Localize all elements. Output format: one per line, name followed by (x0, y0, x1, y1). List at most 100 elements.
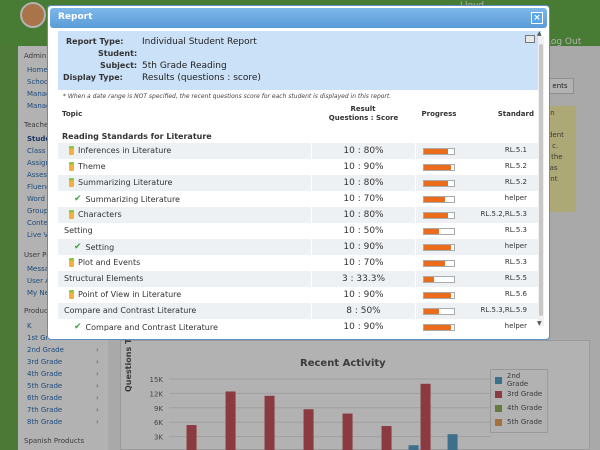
progress-fill (424, 181, 448, 186)
chart-bar[interactable] (303, 409, 314, 450)
progress-fill (424, 245, 451, 250)
table-row[interactable]: Summarizing Literature 10 : 80% RL.5.2 (58, 175, 541, 191)
progress-fill (424, 229, 439, 234)
table-row[interactable]: Compare and Contrast Literature 8 : 50% RL… (58, 303, 541, 319)
sidebar-item[interactable]: Student (27, 135, 59, 143)
topic-label: Inferences in Literature (78, 146, 172, 155)
sidebar-item[interactable]: 3rd Grade (27, 358, 63, 366)
legend-item[interactable]: 5th Grade (495, 415, 543, 429)
sidebar-item[interactable]: 5th Grade (27, 382, 63, 390)
sidebar-item[interactable]: Assign (27, 159, 50, 167)
topic-cell[interactable]: ✔ Setting (74, 242, 114, 252)
header-result-sub: Questions : Score (328, 114, 399, 122)
topic-cell[interactable]: Setting (64, 226, 93, 235)
standard-cell: helper (504, 242, 527, 250)
close-button[interactable]: × (531, 12, 543, 24)
topic-cell[interactable]: Plot and Events (69, 258, 140, 267)
legend-item[interactable]: 4th Grade (495, 401, 543, 415)
progress-fill (424, 309, 439, 314)
sidebar-item[interactable]: Group (27, 207, 49, 215)
progress-bar (423, 148, 455, 155)
sidebar-item[interactable]: 7th Grade (27, 406, 63, 414)
score-cell: 10 : 90% (311, 319, 416, 331)
table-row[interactable]: ✔ Compare and Contrast Literature 10 : 90%… (58, 319, 541, 331)
standard-cell: RL.5.2 (504, 162, 527, 170)
chart-bar[interactable] (342, 413, 353, 450)
legend-swatch (495, 390, 502, 398)
sidebar-section-title: Teacher (24, 121, 52, 129)
topic-label: Plot and Events (78, 258, 141, 267)
topic-cell[interactable]: Characters (69, 210, 122, 219)
dialog-titlebar[interactable]: Report × (50, 8, 547, 28)
topic-label: Structural Elements (64, 274, 144, 283)
chart-legend: 2nd Grade 3rd Grade 4th Grade 5th Grade (490, 369, 548, 433)
chart-title: Recent Activity (300, 358, 386, 369)
sidebar-item[interactable]: Fluency (27, 183, 55, 191)
scroll-down-arrow-icon[interactable]: ▼ (537, 320, 542, 327)
sidebar-item[interactable]: User A (27, 277, 50, 285)
topic-cell[interactable]: Theme (69, 162, 106, 171)
progress-bar (423, 308, 455, 315)
chart-bar[interactable] (447, 434, 458, 450)
table-row[interactable]: Characters 10 : 80% RL.5.2,RL.5.3 (58, 207, 541, 223)
sidebar-item[interactable]: Manage (27, 90, 55, 98)
sidebar-item[interactable]: My Ne (27, 289, 49, 297)
checkmark-icon: ✔ (74, 242, 82, 252)
sidebar-item[interactable]: Assess (27, 171, 51, 179)
standard-cell: RL.5.6 (504, 290, 527, 298)
legend-label: 5th Grade (507, 418, 543, 426)
sidebar-item[interactable]: Home (27, 66, 48, 74)
sidebar-item[interactable]: K (27, 322, 32, 330)
chart-bar[interactable] (381, 426, 392, 450)
sidebar-item[interactable]: Message (27, 265, 58, 273)
standard-cell: helper (504, 322, 527, 330)
topic-cell[interactable]: Compare and Contrast Literature (64, 306, 196, 315)
report-content[interactable]: Report Type: Individual Student Report S… (58, 31, 541, 331)
topic-cell[interactable]: Point of View in Literature (69, 290, 181, 299)
sidebar-item[interactable]: 2nd Grade (27, 346, 64, 354)
scroll-up-arrow-icon[interactable]: ▲ (537, 30, 542, 37)
subject-value: 5th Grade Reading (142, 61, 227, 71)
sidebar-item[interactable]: 4th Grade (27, 370, 63, 378)
topic-cell[interactable]: Structural Elements (64, 274, 143, 283)
students-button[interactable]: ents (546, 78, 574, 94)
chart-bar[interactable] (225, 391, 236, 450)
sidebar-item[interactable]: Word (27, 195, 45, 203)
topic-cell[interactable]: Summarizing Literature (69, 178, 172, 187)
topic-cell[interactable]: ✔ Compare and Contrast Literature (74, 322, 218, 331)
topic-cell[interactable]: Inferences in Literature (69, 146, 171, 155)
chart-bar[interactable] (186, 425, 197, 450)
table-row[interactable]: Setting 10 : 50% RL.5.3 (58, 223, 541, 239)
logout-link[interactable]: Log Out (546, 37, 582, 47)
sidebar-item[interactable]: Content (27, 219, 55, 227)
sidebar-item[interactable]: 8th Grade (27, 418, 63, 426)
table-row[interactable]: Plot and Events 10 : 70% RL.5.3 (58, 255, 541, 271)
sidebar-item[interactable]: Class (27, 147, 46, 155)
table-row[interactable]: Inferences in Literature 10 : 80% RL.5.1 (58, 143, 541, 159)
chart-bar[interactable] (408, 445, 419, 450)
standard-cell: RL.5.3 (504, 226, 527, 234)
sidebar-item[interactable]: Schools (27, 78, 54, 86)
info-panel-line: on (546, 109, 555, 117)
legend-item[interactable]: 2nd Grade (495, 372, 543, 388)
chart-bar[interactable] (420, 383, 431, 450)
score-cell: 10 : 90% (311, 159, 416, 175)
table-row[interactable]: ✔ Setting 10 : 90% helper (58, 239, 541, 255)
table-row[interactable]: Structural Elements 3 : 33.3% RL.5.5 (58, 271, 541, 287)
legend-label: 4th Grade (507, 404, 543, 412)
header-standard: Standard (497, 110, 534, 118)
standard-cell: RL.5.3,RL.5.9 (480, 306, 527, 314)
table-row[interactable]: Theme 10 : 90% RL.5.2 (58, 159, 541, 175)
chart-bar[interactable] (264, 395, 275, 450)
table-row[interactable]: Point of View in Literature 10 : 90% RL.5.… (58, 287, 541, 303)
sidebar-item[interactable]: Live V (27, 231, 49, 239)
topic-cell[interactable]: ✔ Summarizing Literature (74, 194, 180, 204)
sidebar-item[interactable]: 6th Grade (27, 394, 63, 402)
avatar-icon[interactable] (20, 2, 46, 28)
table-row[interactable]: ✔ Summarizing Literature 10 : 70% helper (58, 191, 541, 207)
scrollbar-thumb[interactable] (539, 44, 543, 316)
print-icon[interactable] (525, 35, 535, 43)
sidebar-item[interactable]: 1st Grade (27, 334, 62, 342)
legend-item[interactable]: 3rd Grade (495, 387, 543, 401)
sidebar-item[interactable]: Manage (27, 102, 55, 110)
